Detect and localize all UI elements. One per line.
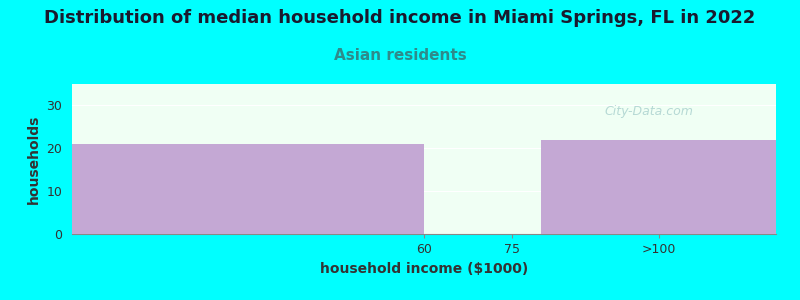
X-axis label: household income ($1000): household income ($1000) xyxy=(320,262,528,276)
Y-axis label: households: households xyxy=(27,114,41,204)
Text: Asian residents: Asian residents xyxy=(334,48,466,63)
Bar xyxy=(72,144,424,234)
Text: City-Data.com: City-Data.com xyxy=(605,104,694,118)
Text: Distribution of median household income in Miami Springs, FL in 2022: Distribution of median household income … xyxy=(44,9,756,27)
Bar xyxy=(542,140,776,234)
